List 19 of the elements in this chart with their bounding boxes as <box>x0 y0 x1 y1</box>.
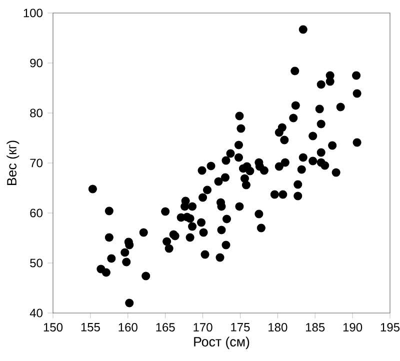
x-tick-label: 190 <box>343 323 362 332</box>
y-tick-label: 60 <box>30 208 42 218</box>
y-tick-label: 40 <box>30 308 42 318</box>
x-tick-label: 185 <box>306 323 325 332</box>
x-tick-label: 155 <box>81 323 100 332</box>
x-tick-label: 160 <box>118 323 138 332</box>
x-tick-label: 150 <box>44 323 63 332</box>
x-tick-label: 180 <box>268 323 288 332</box>
y-tick-label: 80 <box>30 108 42 118</box>
x-tick-label: 195 <box>380 323 400 332</box>
x-tick-label: 165 <box>156 323 175 332</box>
y-tick-label: 50 <box>30 258 42 268</box>
x-tick-label: 170 <box>194 323 212 332</box>
x-axis-title: Рост (см) <box>194 336 250 350</box>
x-tick-label: 175 <box>231 323 250 332</box>
y-axis-title: Вес (кг) <box>6 140 20 186</box>
y-tick-label: 90 <box>30 58 42 68</box>
y-tick-label: 70 <box>30 158 42 168</box>
y-tick-label: 100 <box>24 8 42 18</box>
